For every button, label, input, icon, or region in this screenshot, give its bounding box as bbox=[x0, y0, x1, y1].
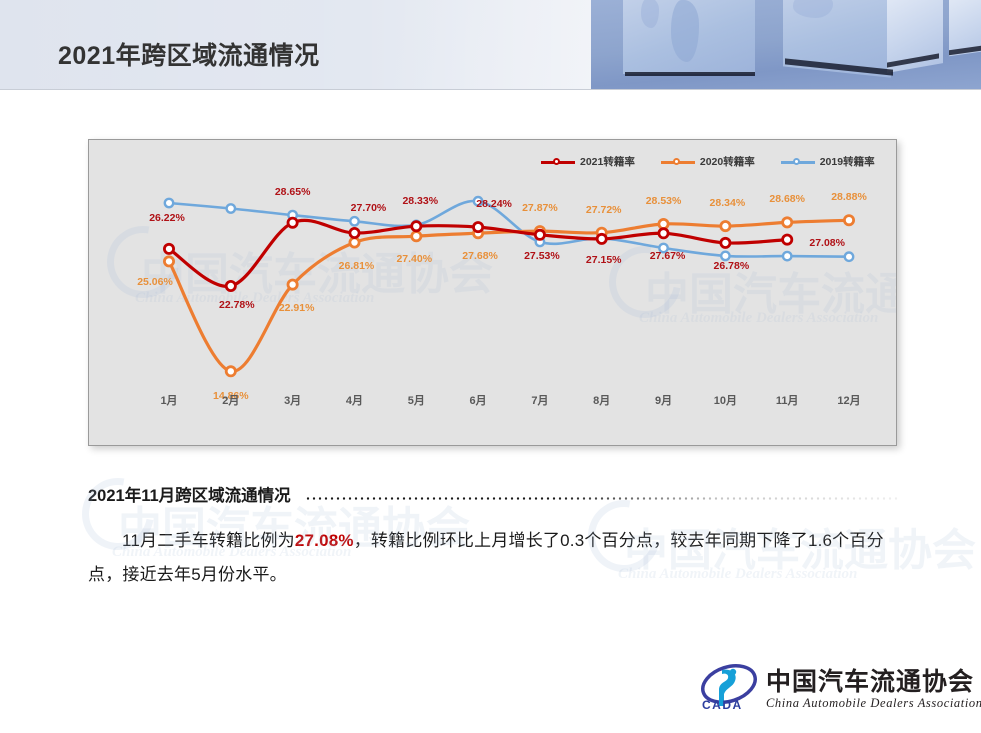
chart-marker bbox=[533, 228, 546, 241]
chart-data-label: 27.72% bbox=[585, 203, 622, 216]
chart-x-tick-label: 3月 bbox=[284, 395, 302, 407]
chart-marker bbox=[720, 250, 731, 262]
chart-plot-area bbox=[163, 195, 856, 378]
chart-panel: 中国汽车流通协会 China Automobile Dealers Associ… bbox=[88, 139, 897, 446]
chart-x-tick-label: 12月 bbox=[837, 395, 861, 407]
chart-marker bbox=[225, 203, 237, 214]
legend-swatch-2019 bbox=[780, 156, 815, 168]
slide-header: 2021年跨区域流通情况 bbox=[0, 0, 981, 90]
cube-graphic-2 bbox=[783, 0, 943, 84]
chart-data-label: 26.22% bbox=[149, 211, 185, 224]
chart-marker bbox=[657, 227, 670, 240]
cube-graphic-3 bbox=[949, 0, 981, 70]
chart-marker bbox=[163, 197, 175, 209]
cada-logo-icon bbox=[701, 664, 757, 706]
chart-data-label: 28.24% bbox=[476, 198, 512, 211]
chart-marker bbox=[595, 232, 608, 245]
cada-logo-cn: 中国汽车流通协会 bbox=[766, 669, 975, 696]
chart-marker bbox=[472, 195, 484, 207]
chart-data-label: 28.34% bbox=[709, 197, 746, 210]
chart-data-label: 28.68% bbox=[769, 193, 805, 206]
header-decorative-cubes bbox=[591, 0, 981, 90]
chart-marker bbox=[472, 221, 485, 234]
chart-marker bbox=[719, 236, 732, 249]
paragraph-highlight-value: 27.08% bbox=[294, 531, 354, 550]
section-heading-row: 2021年11月跨区域流通情况 bbox=[88, 482, 898, 506]
chart-data-label: 26.81% bbox=[338, 259, 375, 272]
chart-marker bbox=[224, 279, 237, 292]
legend-item-2019[interactable]: 2019转籍率 bbox=[780, 154, 875, 169]
chart-marker bbox=[410, 220, 423, 233]
chart-marker bbox=[348, 227, 361, 240]
chart-data-label: 27.68% bbox=[462, 250, 498, 263]
chart-legend: 2021转籍率 2020转籍率 2019转籍率 bbox=[541, 154, 875, 169]
chart-x-tick-label: 11月 bbox=[775, 395, 799, 407]
chart-data-label: 22.78% bbox=[219, 298, 255, 311]
chart-marker bbox=[719, 220, 732, 233]
chart-data-label: 28.53% bbox=[645, 195, 682, 207]
legend-label-2019: 2019转籍率 bbox=[819, 156, 875, 168]
chart-data-label: 27.70% bbox=[350, 201, 387, 214]
chart-marker bbox=[843, 214, 856, 227]
chart-marker bbox=[781, 250, 793, 262]
chart-x-tick-label: 1月 bbox=[160, 395, 178, 407]
chart-x-tick-label: 6月 bbox=[469, 395, 487, 407]
chart-marker bbox=[658, 242, 669, 254]
legend-swatch-2020 bbox=[660, 156, 695, 168]
paragraph-text-before: 11月二手车转籍比例为 bbox=[122, 531, 295, 550]
chart-x-tick-label: 2月 bbox=[222, 395, 240, 407]
chart-marker bbox=[163, 242, 176, 255]
chart-data-label: 28.65% bbox=[274, 185, 311, 198]
chart-data-label: 22.91% bbox=[278, 301, 315, 314]
cada-logo-en: China Automobile Dealers Association bbox=[766, 696, 981, 710]
chart-marker bbox=[781, 233, 794, 246]
chart-x-tick-label: 10月 bbox=[713, 395, 737, 407]
chart-marker bbox=[349, 215, 360, 227]
chart-marker bbox=[224, 365, 237, 378]
chart-marker bbox=[286, 278, 299, 291]
chart-data-label: 27.87% bbox=[522, 202, 558, 215]
chart-data-label: 26.78% bbox=[713, 259, 750, 272]
legend-label-2021: 2021转籍率 bbox=[580, 156, 635, 168]
chart-data-label: 27.08% bbox=[809, 236, 845, 249]
chart-x-tick-label: 4月 bbox=[345, 395, 364, 407]
chart-data-label: 27.67% bbox=[649, 250, 686, 263]
page-title: 2021年跨区域流通情况 bbox=[58, 42, 320, 70]
cada-logo: CADA 中国汽车流通协会 China Automobile Dealers A… bbox=[700, 660, 981, 722]
cada-abbr: CADA bbox=[702, 698, 743, 712]
chart-data-label: 27.40% bbox=[396, 253, 433, 266]
chart-data-label: 27.15% bbox=[585, 253, 622, 266]
chart-data-label: 14.86% bbox=[213, 390, 249, 403]
legend-swatch-2021 bbox=[541, 156, 575, 168]
section-paragraph: 11月二手车转籍比例为27.08%，转籍比例环比上月增长了0.3个百分点，较去年… bbox=[88, 524, 898, 592]
chart-marker bbox=[286, 216, 299, 229]
content-section: 2021年11月跨区域流通情况 11月二手车转籍比例为27.08%，转籍比例环比… bbox=[88, 482, 898, 592]
header-divider bbox=[0, 89, 981, 90]
chart-x-axis-labels: 1月 2月 3月 4月 5月 6月 7月 8月 9月 10月 11月 12月 bbox=[89, 392, 896, 412]
chart-line-2021转籍率 bbox=[167, 218, 789, 288]
chart-x-tick-label: 7月 bbox=[531, 395, 549, 407]
legend-item-2020[interactable]: 2020转籍率 bbox=[660, 154, 755, 169]
section-dotted-rule bbox=[304, 496, 898, 500]
cube-graphic-1 bbox=[623, 0, 758, 82]
header-sheen bbox=[0, 0, 660, 90]
section-title: 2021年11月跨区域流通情况 bbox=[88, 487, 291, 505]
legend-item-2021[interactable]: 2021转籍率 bbox=[541, 154, 635, 169]
paragraph-text-after: ，转籍比例环比上月增长了0.3个百分点，较去年同期下降了1.6个百分点，接近去年… bbox=[88, 531, 884, 584]
chart-marker bbox=[781, 216, 794, 229]
chart-x-tick-label: 5月 bbox=[407, 395, 425, 407]
chart-x-tick-label: 9月 bbox=[654, 395, 673, 407]
chart-data-labels: 26.22% 22.78% 28.65% 27.70% 28.33% 28.24% 27.5… bbox=[89, 140, 896, 445]
chart-x-tick-label: 8月 bbox=[593, 395, 611, 407]
chart-data-label: 25.06% bbox=[137, 276, 173, 289]
legend-label-2020: 2020转籍率 bbox=[699, 156, 755, 168]
chart-data-label: 27.53% bbox=[524, 249, 560, 262]
chart-data-label: 28.33% bbox=[402, 195, 439, 208]
chart-data-label: 28.88% bbox=[831, 191, 867, 204]
chart-marker bbox=[163, 255, 176, 268]
chart-marker bbox=[843, 251, 855, 263]
